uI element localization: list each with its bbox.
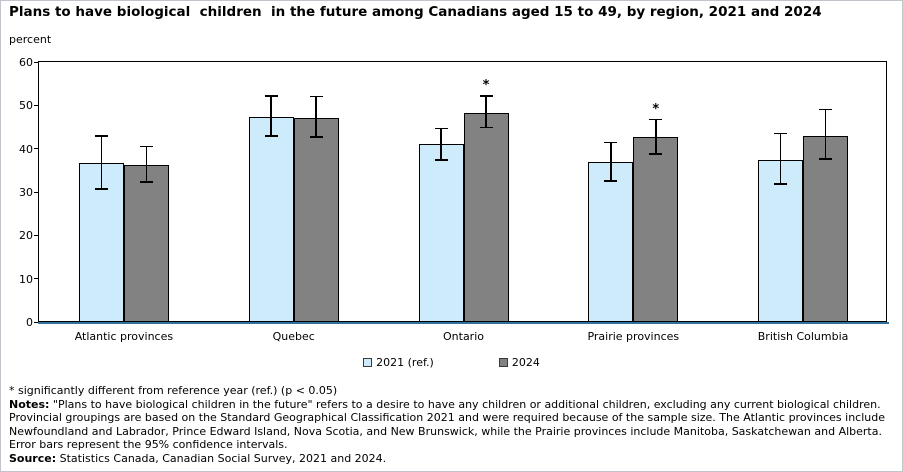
error-bar-line — [779, 133, 782, 184]
legend-item: 2021 (ref.) — [363, 356, 434, 369]
error-bar-cap-top — [649, 118, 663, 121]
bar-2021-ref-prairie-provinces — [588, 162, 634, 322]
source-text: Statistics Canada, Canadian Social Surve… — [56, 451, 387, 465]
significance-footnote: * significantly different from reference… — [9, 384, 338, 397]
error-bar-cap-top — [434, 127, 448, 130]
error-bar-cap-top — [309, 95, 323, 98]
error-bar-line — [100, 136, 103, 189]
error-bar-cap-top — [604, 141, 618, 144]
footnotes: * significantly different from reference… — [9, 384, 899, 465]
chart-title: Plans to have biological children in the… — [9, 4, 822, 20]
significance-asterisk: * — [482, 78, 490, 94]
y-axis-tick-mark — [34, 61, 38, 63]
bar-2024-atlantic-provinces — [123, 164, 169, 322]
bar-2024-british-columbia — [803, 135, 849, 322]
x-axis-line — [38, 322, 889, 324]
y-axis-tick-label: 20 — [19, 229, 33, 243]
notes-label: Notes: — [9, 397, 50, 411]
error-bar-cap-top — [264, 95, 278, 97]
error-bar-cap-bottom — [139, 180, 153, 183]
bar-2021-ref-british-columbia — [758, 159, 804, 322]
bar-2021-ref-quebec — [248, 117, 294, 322]
source-footnote: Source: Statistics Canada, Canadian Soci… — [9, 452, 899, 466]
source-label: Source: — [9, 451, 57, 465]
y-axis-tick-mark — [34, 278, 38, 280]
error-bar-line — [315, 96, 317, 137]
y-axis-tick-mark — [34, 191, 38, 193]
x-axis-category-label: British Columbia — [757, 330, 849, 343]
y-axis-tick-label: 50 — [19, 99, 33, 113]
error-bar-cap-bottom — [94, 187, 108, 190]
x-axis-category-label: Prairie provinces — [587, 330, 680, 343]
error-bar-line — [145, 146, 148, 182]
notes-text: "Plans to have biological children in th… — [9, 397, 885, 452]
error-bar-line — [610, 142, 612, 182]
error-bar-cap-bottom — [604, 180, 618, 183]
error-bar-line — [270, 96, 272, 137]
legend-swatch-icon — [363, 358, 373, 367]
error-bar-cap-top — [774, 132, 788, 135]
bar-2024-quebec — [293, 117, 339, 322]
notes-footnote: Notes: "Plans to have biological childre… — [9, 398, 899, 452]
y-axis-tick-mark — [34, 148, 38, 150]
error-bar-cap-bottom — [649, 153, 663, 155]
x-axis-category-label: Quebec — [272, 330, 315, 343]
error-bar-cap-top — [94, 135, 108, 137]
bar-2024-ontario — [463, 112, 509, 322]
error-bar-cap-bottom — [434, 159, 448, 161]
error-bar-line — [655, 119, 657, 154]
bar-2024-prairie-provinces — [633, 136, 679, 322]
y-axis-tick-label: 0 — [26, 316, 33, 329]
y-axis-unit-label: percent — [9, 33, 52, 46]
legend-label: 2024 — [511, 356, 540, 369]
x-axis-category-label: Atlantic provinces — [74, 330, 174, 343]
error-bar-cap-bottom — [309, 135, 323, 138]
legend: 2021 (ref.) 2024 — [1, 356, 902, 369]
error-bar-cap-bottom — [819, 158, 833, 161]
error-bar-cap-bottom — [774, 183, 788, 185]
error-bar-cap-bottom — [264, 135, 278, 138]
x-axis-category-label: Ontario — [443, 330, 484, 343]
y-axis-tick-label: 30 — [19, 186, 33, 199]
error-bar-cap-bottom — [479, 126, 493, 129]
bar-2021-ref-atlantic-provinces — [78, 163, 124, 322]
legend-label: 2021 (ref.) — [376, 356, 434, 369]
error-bar-cap-top — [479, 95, 493, 97]
y-axis-tick-mark — [34, 234, 38, 236]
error-bar-line — [824, 109, 827, 160]
y-axis-tick-label: 40 — [19, 142, 33, 156]
y-axis-tick-mark — [34, 104, 38, 106]
legend-item: 2024 — [498, 356, 540, 369]
y-axis-tick-label: 60 — [19, 56, 33, 69]
bar-2021-ref-ontario — [418, 143, 464, 322]
significance-asterisk: * — [652, 101, 660, 117]
error-bar-line — [485, 96, 487, 128]
legend-swatch-icon — [498, 358, 508, 367]
y-axis-tick-label: 10 — [19, 272, 33, 286]
y-axis-tick-mark — [34, 321, 38, 323]
error-bar-cap-top — [139, 145, 153, 148]
error-bar-cap-top — [819, 108, 833, 111]
error-bar-line — [440, 128, 442, 160]
